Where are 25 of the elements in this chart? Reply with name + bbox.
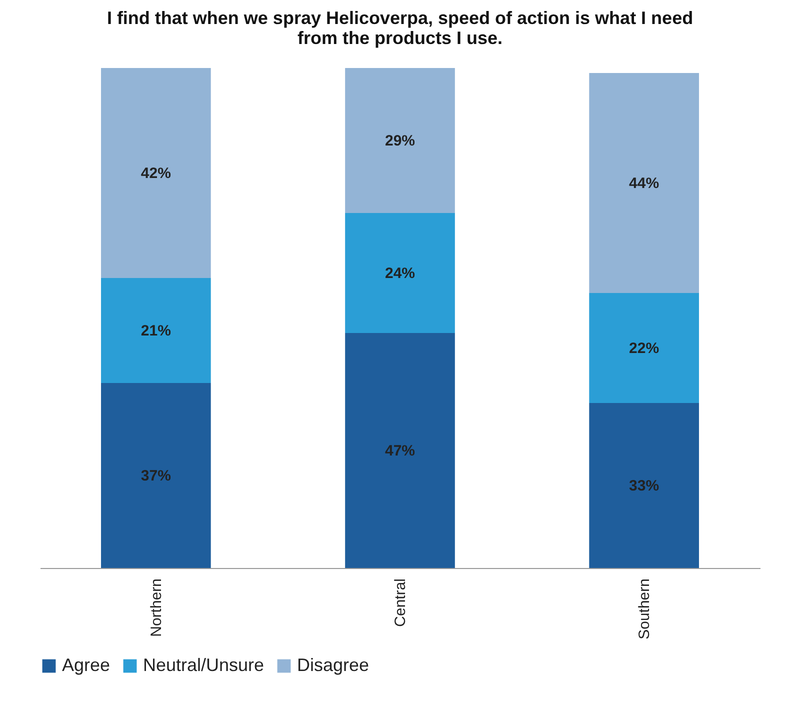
data-label: 21% (140, 322, 171, 340)
bar (101, 68, 211, 278)
x-tick-label: Central (392, 578, 409, 627)
data-label: 47% (384, 442, 416, 460)
data-label: 33% (629, 478, 660, 494)
legend-label: Agree (62, 655, 110, 675)
bar (589, 293, 699, 403)
x-tick-label: Southern (636, 578, 654, 640)
chart-title: I find that when we spray Helicoverpa, speed of action is what I need from the products I use. (106, 8, 694, 48)
data-label: 37% (140, 468, 171, 484)
bar (589, 73, 699, 293)
legend-label: Disagree (297, 655, 370, 675)
data-label: 42% (140, 165, 171, 182)
data-label: 44% (629, 175, 660, 192)
bar (589, 403, 699, 568)
data-label: 29% (384, 132, 416, 150)
bar (345, 68, 455, 213)
data-label: 22% (629, 340, 660, 357)
bar (101, 278, 211, 383)
bar (101, 383, 211, 568)
bar (345, 333, 455, 568)
x-tick-label: Northern (148, 578, 165, 637)
data-label: 24% (384, 265, 416, 282)
bar (345, 213, 455, 333)
legend-label: Neutral/Unsure (143, 655, 264, 675)
